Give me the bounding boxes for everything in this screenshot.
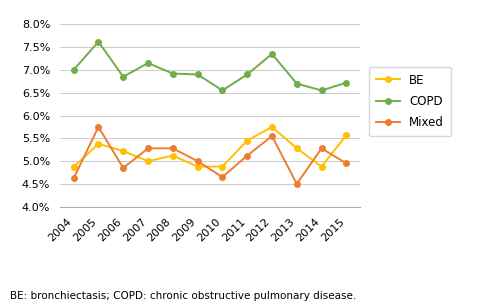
COPD [170, 72, 176, 75]
COPD [70, 68, 76, 72]
Mixed [96, 125, 102, 129]
COPD [145, 61, 151, 65]
Legend: BE, COPD, Mixed: BE, COPD, Mixed [369, 67, 451, 136]
COPD [344, 81, 349, 85]
Mixed [244, 154, 250, 157]
BE [344, 133, 349, 137]
BE [269, 125, 275, 129]
COPD [220, 89, 226, 92]
Line: COPD: COPD [71, 39, 349, 93]
BE [244, 139, 250, 143]
Mixed [170, 147, 176, 150]
BE [120, 149, 126, 153]
Text: BE: bronchiectasis; COPD: chronic obstructive pulmonary disease.: BE: bronchiectasis; COPD: chronic obstru… [10, 291, 356, 301]
Mixed [145, 147, 151, 150]
Mixed [294, 182, 300, 186]
BE [220, 165, 226, 168]
BE [170, 154, 176, 157]
BE [70, 165, 76, 169]
Mixed [220, 175, 226, 179]
Mixed [70, 177, 76, 180]
Mixed [269, 134, 275, 138]
Mixed [194, 159, 200, 163]
Mixed [120, 166, 126, 170]
COPD [96, 40, 102, 43]
BE [145, 159, 151, 163]
Mixed [318, 147, 324, 150]
BE [294, 147, 300, 150]
Line: BE: BE [71, 124, 349, 170]
BE [96, 142, 102, 146]
COPD [294, 82, 300, 85]
BE [194, 165, 200, 168]
BE [318, 165, 324, 168]
COPD [269, 52, 275, 56]
COPD [318, 89, 324, 92]
Mixed [344, 162, 349, 165]
COPD [120, 75, 126, 79]
COPD [244, 73, 250, 76]
Line: Mixed: Mixed [71, 124, 349, 187]
COPD [194, 73, 200, 76]
